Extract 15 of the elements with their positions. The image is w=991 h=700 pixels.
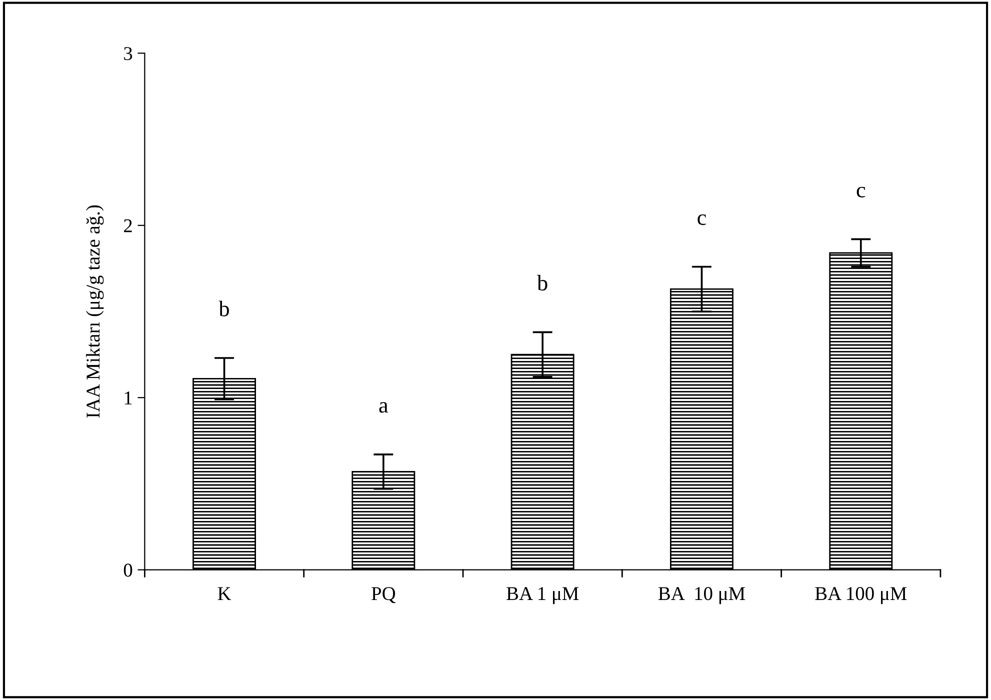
y-tick-label: 3 [124,47,132,60]
x-tick-label: BA 100 μM [815,587,907,604]
annotation: a [379,402,388,413]
annotation: b [218,300,229,316]
x-tick-label: BA 1 μM [506,587,579,604]
y-tick-label: 2 [124,219,132,232]
y-tick-label: 1 [124,392,132,404]
annotation: c [856,186,866,198]
x-tick-label: BA 10 μM [658,587,745,604]
x-tick-label: K [218,587,232,600]
y-axis-title: IAA Miktarı (μg/g taze ağ.) [86,205,104,418]
y-tick-label: 0 [124,564,132,577]
annotation: b [537,274,548,291]
x-tick-label: PQ [372,587,396,604]
annotation: c [698,214,706,226]
